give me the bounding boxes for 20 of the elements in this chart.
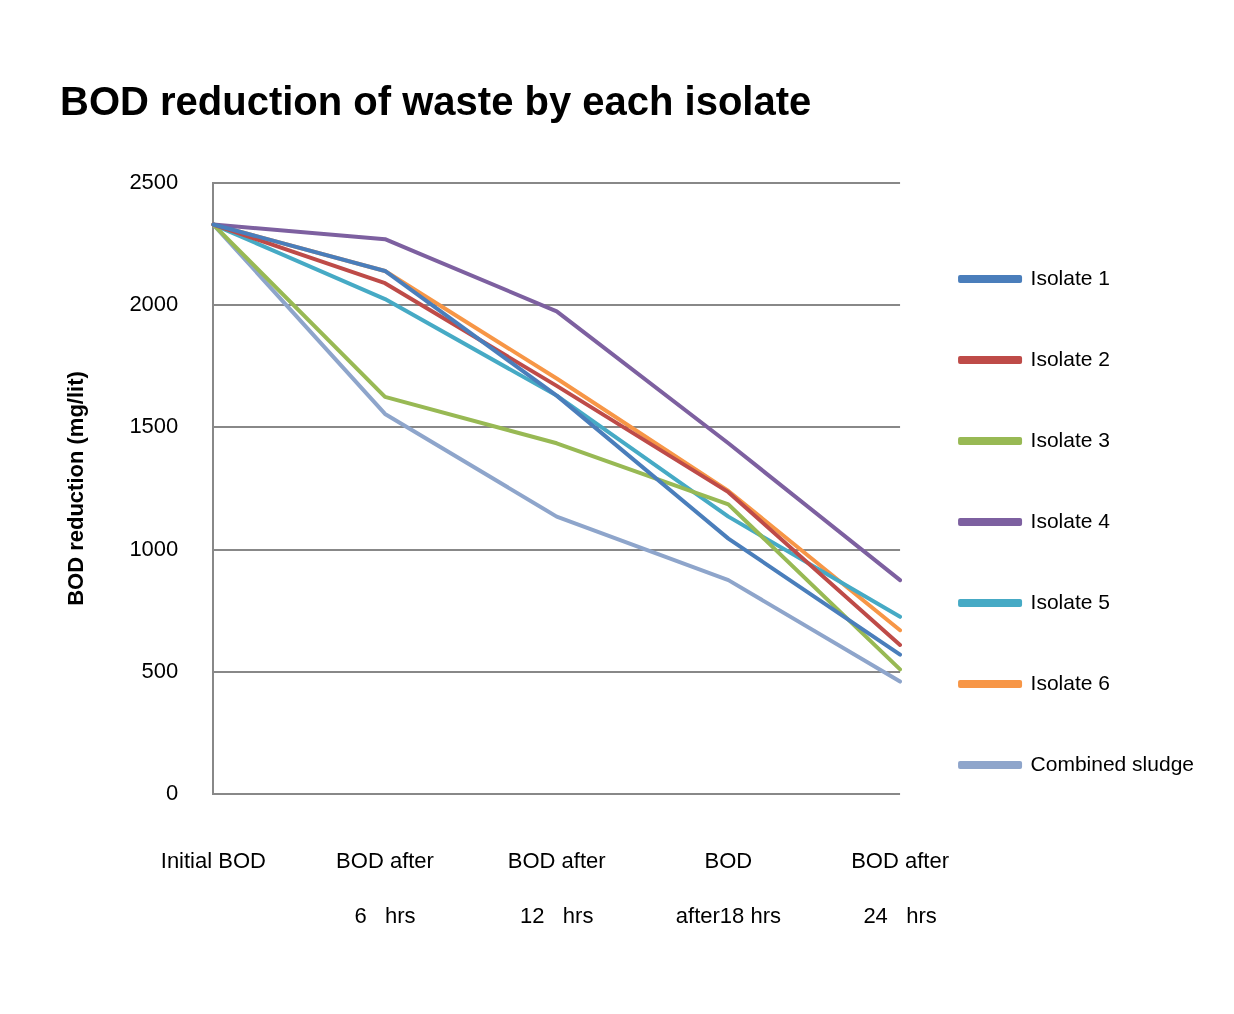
legend-label: Isolate 2 xyxy=(1030,346,1110,370)
y-tick-label: 1500 xyxy=(129,413,179,439)
legend-label: Isolate 5 xyxy=(1030,589,1110,613)
category-label: BOD after 6 hrs xyxy=(336,847,434,928)
y-tick-label: 500 xyxy=(141,657,179,683)
legend-label: Combined sludge xyxy=(1030,751,1194,775)
legend-label: Isolate 1 xyxy=(1030,265,1110,289)
category-label: BOD after18 hrs xyxy=(675,847,781,928)
category-label: BOD after 12 hrs xyxy=(507,847,606,928)
legend-label: Isolate 4 xyxy=(1030,508,1111,532)
category-label: BOD after 24 hrs xyxy=(851,847,949,928)
y-tick-label: 2500 xyxy=(129,169,179,195)
legend-label: Isolate 3 xyxy=(1030,427,1110,451)
y-axis-title: BOD reduction (mg/lit) xyxy=(63,371,89,606)
x-tick-label: Initial BOD xyxy=(160,847,266,873)
y-tick-label: 0 xyxy=(166,780,179,806)
chart-title: BOD reduction of waste by each isolate xyxy=(60,79,812,124)
y-tick-label: 2000 xyxy=(129,291,179,317)
y-tick-label: 1000 xyxy=(129,535,179,561)
legend-label: Isolate 6 xyxy=(1030,670,1110,694)
